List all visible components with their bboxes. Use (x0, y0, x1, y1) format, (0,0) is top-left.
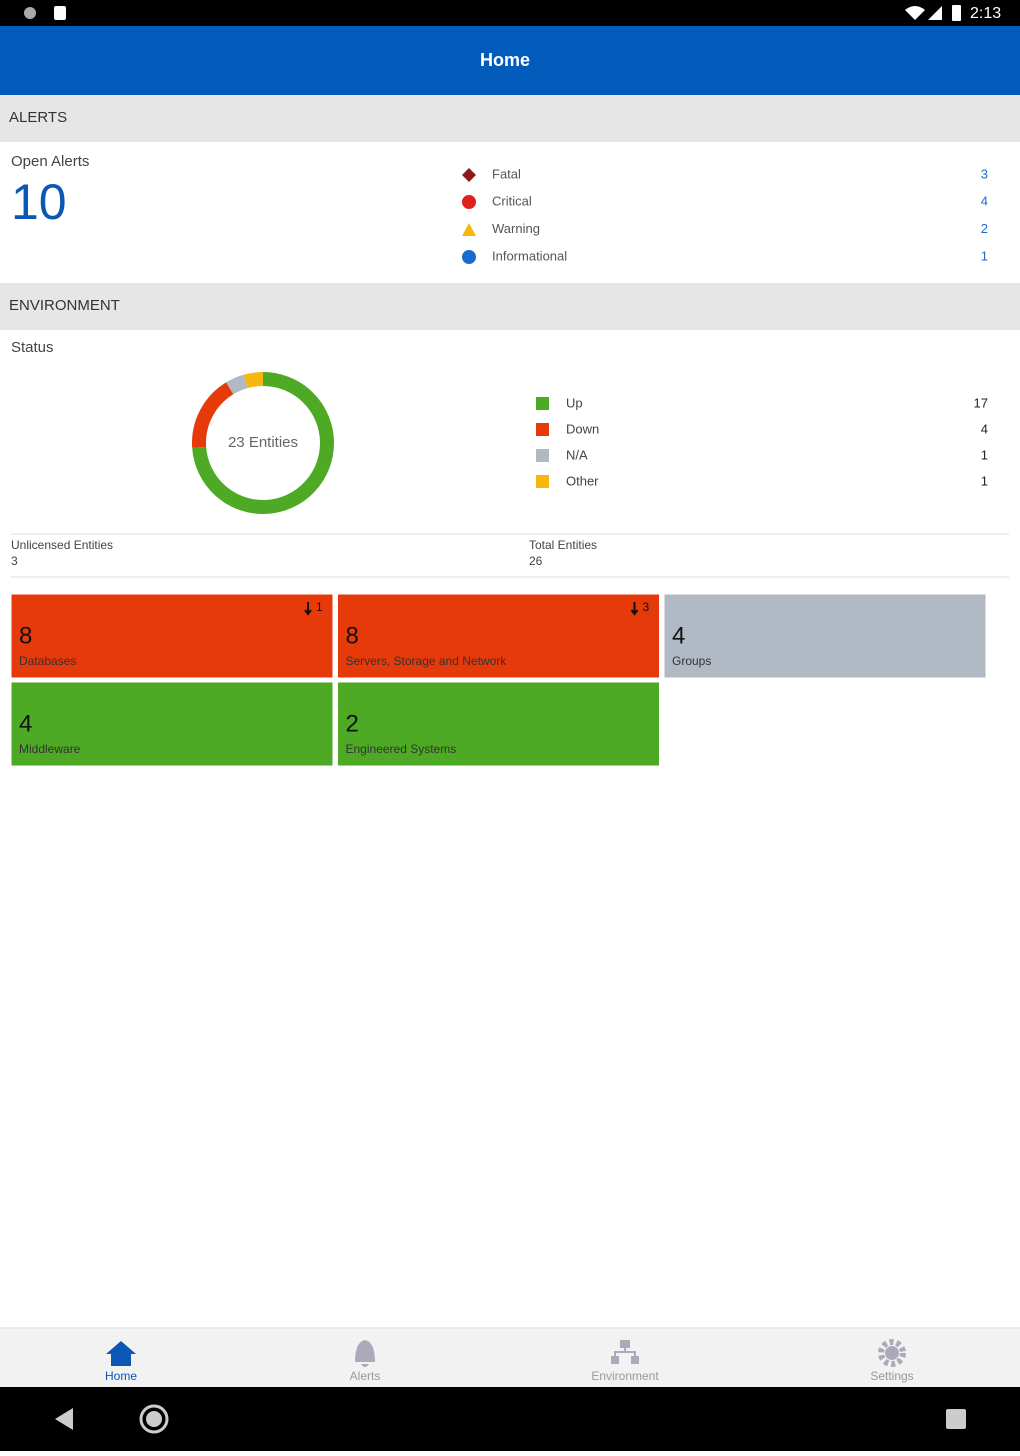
donut-label: 23 Entities (228, 434, 298, 451)
tile-label: Servers, Storage and Network (346, 654, 508, 668)
signal-icon (928, 6, 942, 20)
tile-count: 2 (346, 710, 359, 737)
legend-swatch (536, 423, 549, 436)
alert-count[interactable]: 3 (981, 166, 988, 181)
open-alerts-total[interactable]: 10 (11, 174, 67, 230)
tile[interactable] (663, 593, 987, 679)
section-title: ENVIRONMENT (9, 297, 120, 314)
tile-label: Groups (672, 654, 711, 668)
page-title: Home (480, 50, 530, 70)
recents-button[interactable] (946, 1409, 966, 1429)
warning-icon (462, 223, 476, 236)
tile-count: 8 (346, 622, 359, 649)
battery-icon (952, 5, 961, 21)
legend-count: 1 (981, 473, 988, 488)
donut-segment (226, 374, 248, 395)
home-icon (106, 1341, 136, 1366)
legend-name: Other (566, 473, 599, 488)
status-icon (24, 7, 36, 19)
legend-count: 4 (981, 421, 988, 436)
tile-down-count: 1 (316, 600, 323, 614)
legend-name: Down (566, 421, 599, 436)
unlicensed-label: Unlicensed Entities (11, 538, 113, 552)
total-label: Total Entities (529, 538, 597, 552)
back-button[interactable] (55, 1408, 73, 1430)
down-arrow-icon (630, 602, 639, 616)
tile-label: Middleware (19, 742, 81, 756)
home-button[interactable] (139, 1404, 169, 1434)
section-header (0, 283, 1020, 330)
environment-icon (611, 1340, 639, 1364)
legend-count: 17 (974, 395, 988, 410)
alerts-icon (355, 1340, 375, 1367)
alert-name: Warning (492, 221, 540, 236)
settings-icon (885, 1346, 899, 1360)
home-button[interactable] (146, 1411, 162, 1427)
app-bar (0, 26, 1020, 95)
alert-name: Critical (492, 194, 532, 209)
legend-count: 1 (981, 447, 988, 462)
tile-count: 4 (672, 622, 685, 649)
status-icon (54, 6, 66, 20)
alert-name: Informational (492, 248, 567, 263)
alert-count[interactable]: 4 (981, 194, 988, 209)
donut-segment (243, 372, 264, 389)
status-label: Status (11, 339, 54, 356)
alert-count[interactable]: 2 (981, 221, 988, 236)
legend-name: Up (566, 395, 583, 410)
nav-label[interactable]: Alerts (350, 1369, 381, 1383)
legend-swatch (536, 475, 549, 488)
legend-name: N/A (566, 447, 588, 462)
bottom-nav (0, 1328, 1020, 1387)
donut-segment (192, 382, 234, 448)
tile[interactable] (10, 681, 334, 767)
tile-count: 4 (19, 710, 32, 737)
nav-label[interactable]: Environment (591, 1369, 659, 1383)
tile-down-count: 3 (643, 600, 650, 614)
tile[interactable] (337, 681, 660, 767)
tile-label: Databases (19, 654, 76, 668)
nav-label[interactable]: Settings (870, 1369, 913, 1383)
tile-count: 8 (19, 622, 32, 649)
section-title: ALERTS (9, 109, 67, 126)
section-header (0, 95, 1020, 142)
total-value: 26 (529, 554, 543, 568)
settings-icon (878, 1339, 906, 1367)
status-bar (0, 0, 1020, 26)
tile[interactable] (10, 593, 334, 679)
legend-swatch (536, 397, 549, 410)
donut-segment (192, 372, 334, 514)
system-nav (0, 1387, 1020, 1451)
legend-swatch (536, 449, 549, 462)
clock: 2:13 (970, 5, 1001, 22)
tile-label: Engineered Systems (346, 742, 457, 756)
alert-count[interactable]: 1 (981, 248, 988, 263)
unlicensed-value: 3 (11, 554, 18, 568)
wifi-icon (905, 6, 925, 20)
open-alerts-label: Open Alerts (11, 153, 89, 170)
info-icon (462, 250, 476, 264)
down-arrow-icon (304, 602, 312, 616)
critical-icon (462, 195, 476, 209)
tile[interactable] (337, 593, 660, 679)
alert-name: Fatal (492, 166, 521, 181)
fatal-icon (462, 168, 476, 182)
nav-label[interactable]: Home (105, 1369, 137, 1383)
